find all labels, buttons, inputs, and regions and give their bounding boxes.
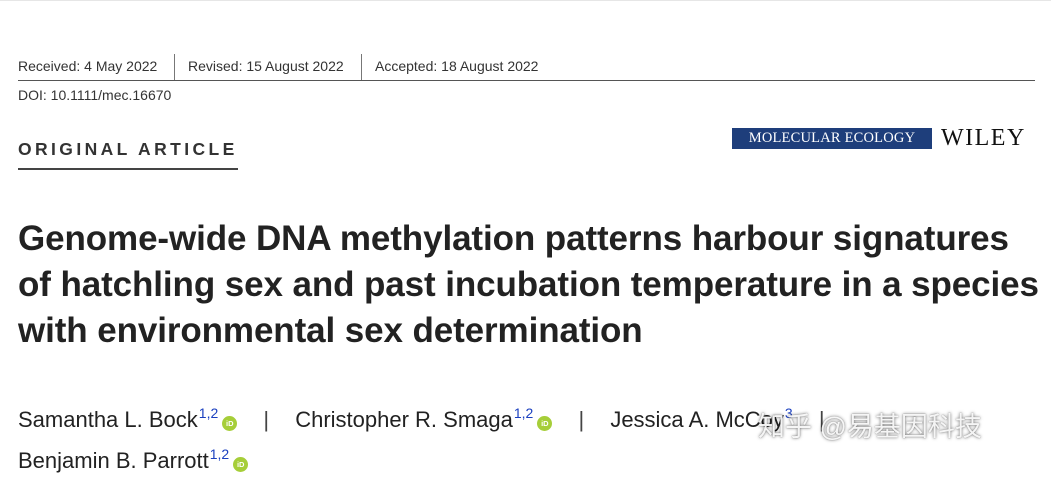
author[interactable]: Samantha L. Bock1,2iD — [18, 405, 238, 432]
article-title: Genome-wide DNA methylation patterns har… — [18, 219, 1039, 350]
orcid-icon[interactable]: iD — [233, 457, 249, 472]
author-name[interactable]: Benjamin B. Parrott — [18, 448, 209, 473]
author[interactable]: Benjamin B. Parrott1,2iD — [18, 446, 249, 473]
received-date: Received: 4 May 2022 — [18, 58, 158, 74]
affiliation-marker[interactable]: 1,2 — [209, 446, 230, 462]
orcid-icon[interactable]: iD — [537, 416, 553, 431]
top-border — [0, 0, 1051, 1]
revised-date: Revised: 15 August 2022 — [188, 58, 344, 74]
affiliation-marker[interactable]: 1,2 — [198, 405, 219, 421]
affiliation-marker[interactable]: 3 — [784, 405, 793, 421]
author-name[interactable]: Christopher R. Smaga — [295, 407, 513, 432]
author-name[interactable]: Samantha L. Bock — [18, 407, 198, 432]
author[interactable]: Jessica A. McCoy3 — [610, 405, 793, 432]
watermark: 知乎 @易基因科技 — [758, 412, 982, 442]
author-separator: | — [263, 407, 270, 432]
date-divider — [174, 54, 175, 80]
orcid-icon[interactable]: iD — [222, 416, 238, 431]
author-list: Samantha L. Bock1,2iD | Christopher R. S… — [18, 396, 1038, 478]
author[interactable]: Christopher R. Smaga1,2iD — [295, 405, 553, 432]
doi[interactable]: DOI: 10.1111/mec.16670 — [18, 87, 172, 103]
article-type: ORIGINAL ARTICLE — [18, 139, 238, 170]
date-divider — [361, 54, 362, 80]
history-dates: Received: 4 May 2022 Revised: 15 August … — [18, 54, 1035, 81]
affiliation-marker[interactable]: 1,2 — [513, 405, 534, 421]
author-separator: | — [818, 407, 825, 432]
publisher-logo[interactable]: WILEY — [941, 125, 1026, 151]
journal-logo[interactable]: MOLECULAR ECOLOGY — [732, 128, 932, 149]
accepted-date: Accepted: 18 August 2022 — [375, 58, 539, 74]
author-name[interactable]: Jessica A. McCoy — [610, 407, 784, 432]
author-separator: | — [578, 407, 585, 432]
